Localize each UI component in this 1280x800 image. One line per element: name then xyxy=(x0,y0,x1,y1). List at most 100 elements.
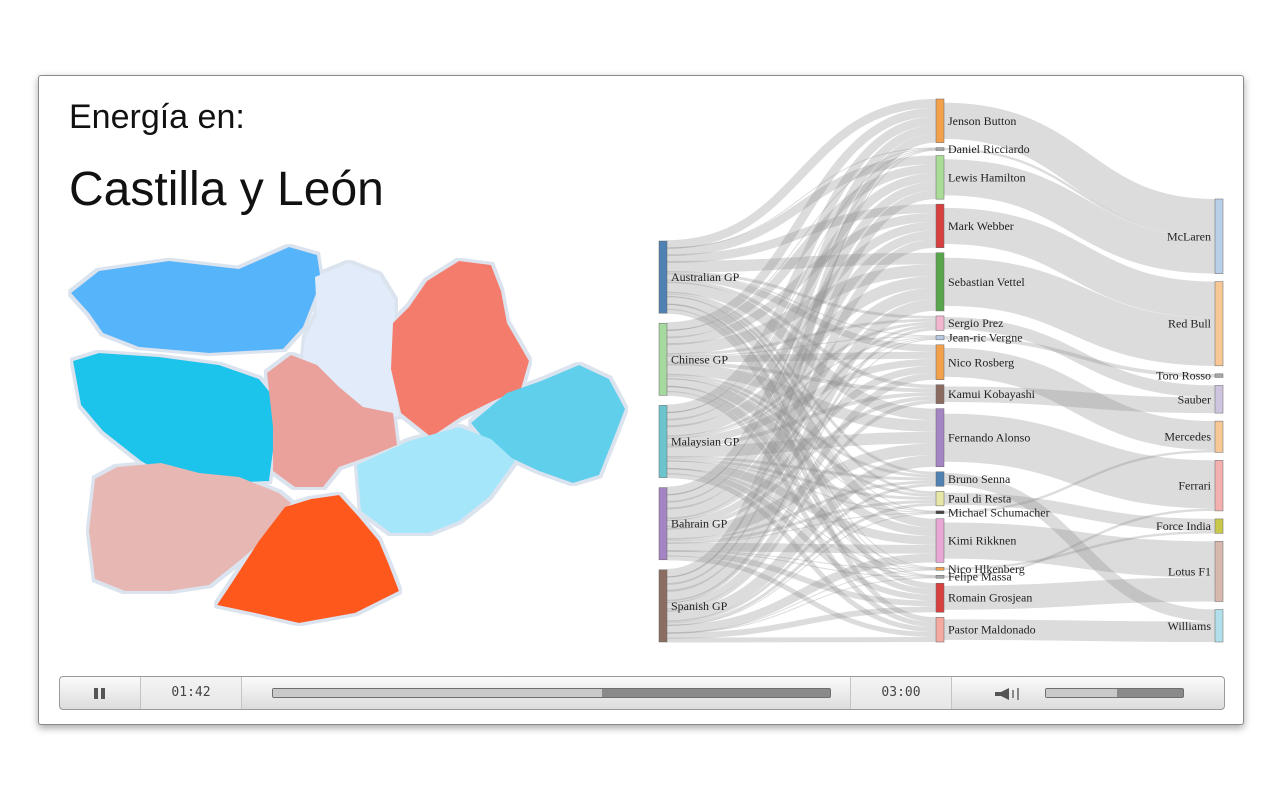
sankey-link xyxy=(943,257,1216,366)
sankey-link xyxy=(943,347,1216,450)
team-node xyxy=(1214,373,1224,378)
team-label: McLaren xyxy=(1167,229,1211,243)
driver-node xyxy=(935,510,945,515)
presentation-frame: Energía en: Castilla y León Australian G… xyxy=(38,75,1244,725)
page-title: Castilla y León xyxy=(69,163,384,216)
driver-node xyxy=(935,203,945,249)
source-node xyxy=(658,322,668,396)
team-node xyxy=(1214,609,1224,643)
sankey-link xyxy=(943,473,1216,622)
sankey-link xyxy=(666,299,937,602)
driver-label: Romain Grosjean xyxy=(948,591,1032,605)
source-node xyxy=(658,487,668,561)
driver-label: Kimi Rikknen xyxy=(948,534,1016,548)
province-zamora[interactable] xyxy=(73,353,277,485)
sankey-link xyxy=(666,336,937,357)
sankey-link xyxy=(666,172,937,421)
source-node xyxy=(658,240,668,314)
sankey-link xyxy=(666,378,937,513)
driver-label: Jean-ric Vergne xyxy=(948,331,1023,345)
sankey-link xyxy=(666,358,937,445)
sankey-link xyxy=(666,147,937,249)
driver-label: Nico Rosberg xyxy=(948,355,1014,369)
sankey-chart: Australian GP Chinese GP Malaysian GP Bahra… xyxy=(658,98,1224,643)
team-node xyxy=(1214,420,1224,453)
sankey-link xyxy=(666,296,937,528)
team-node xyxy=(1214,518,1224,534)
sankey-link xyxy=(666,308,937,623)
sankey-link xyxy=(666,270,937,319)
media-controls: 01:42 03:00 xyxy=(59,676,1225,710)
driver-node xyxy=(935,344,945,380)
team-label: Williams xyxy=(1167,619,1211,633)
driver-node xyxy=(935,575,945,579)
sankey-link xyxy=(666,553,937,634)
sankey-link xyxy=(666,281,937,421)
province-valladolid[interactable] xyxy=(267,355,397,487)
sankey-link xyxy=(666,99,937,249)
sankey-link xyxy=(666,125,937,496)
sankey-link xyxy=(666,276,937,437)
sankey-link xyxy=(666,181,937,503)
sankey-link xyxy=(666,303,937,577)
volume-slider[interactable] xyxy=(1045,688,1184,698)
sankey-link xyxy=(666,303,937,569)
driver-node xyxy=(935,518,945,563)
sankey-link xyxy=(666,296,937,512)
sankey-link xyxy=(666,338,937,521)
province-avila[interactable] xyxy=(217,495,399,623)
driver-label: Pastor Maldonado xyxy=(948,623,1036,637)
driver-node xyxy=(935,155,945,200)
sankey-link xyxy=(943,317,1216,398)
sankey-link xyxy=(666,550,937,578)
province-salamanca[interactable] xyxy=(89,463,291,591)
sankey-link xyxy=(666,190,937,585)
subtitle: Energía en: xyxy=(69,98,245,136)
source-label: Bahrain GP xyxy=(671,517,728,531)
sankey-link xyxy=(666,147,937,331)
sankey-link xyxy=(666,577,937,634)
sankey-link xyxy=(666,378,937,537)
team-label: Sauber xyxy=(1178,392,1211,406)
sankey-link xyxy=(666,293,937,495)
sankey-link xyxy=(666,116,937,414)
province-segovia[interactable] xyxy=(357,427,515,533)
sankey-link xyxy=(666,550,937,570)
sankey-link xyxy=(666,327,937,603)
sankey-link xyxy=(943,449,1216,514)
province-burgos[interactable] xyxy=(391,261,529,437)
driver-node xyxy=(935,567,945,571)
sankey-link xyxy=(666,361,937,393)
sankey-link xyxy=(943,335,1216,378)
province-map xyxy=(71,247,625,623)
sankey-link xyxy=(666,318,937,357)
speaker-icon[interactable] xyxy=(995,687,1035,701)
team-node xyxy=(1214,541,1224,602)
sankey-link xyxy=(666,512,937,626)
province-soria[interactable] xyxy=(471,365,625,483)
province-leon[interactable] xyxy=(71,247,321,353)
driver-label: Michael Schumacher xyxy=(948,505,1050,519)
sankey-link xyxy=(666,637,937,643)
pause-button[interactable] xyxy=(60,677,141,709)
sankey-link xyxy=(666,542,937,554)
sankey-link xyxy=(943,530,1216,571)
sankey-link xyxy=(666,372,937,610)
team-label: Mercedes xyxy=(1164,430,1211,444)
sankey-link xyxy=(666,502,937,626)
sankey-link xyxy=(666,321,937,439)
driver-node xyxy=(935,408,945,468)
sankey-link xyxy=(666,337,937,439)
sankey-link xyxy=(666,107,937,331)
driver-label: Felipe Massa xyxy=(948,570,1012,584)
sankey-link xyxy=(666,204,937,264)
team-label: Toro Rosso xyxy=(1156,369,1211,383)
sankey-link xyxy=(666,473,937,633)
sankey-link xyxy=(666,431,937,458)
sankey-link xyxy=(666,133,937,578)
sankey-link xyxy=(666,273,937,352)
sankey-link xyxy=(666,351,937,363)
seek-bar[interactable] xyxy=(272,688,831,698)
sankey-link xyxy=(666,399,937,612)
source-label: Spanish GP xyxy=(671,599,728,613)
